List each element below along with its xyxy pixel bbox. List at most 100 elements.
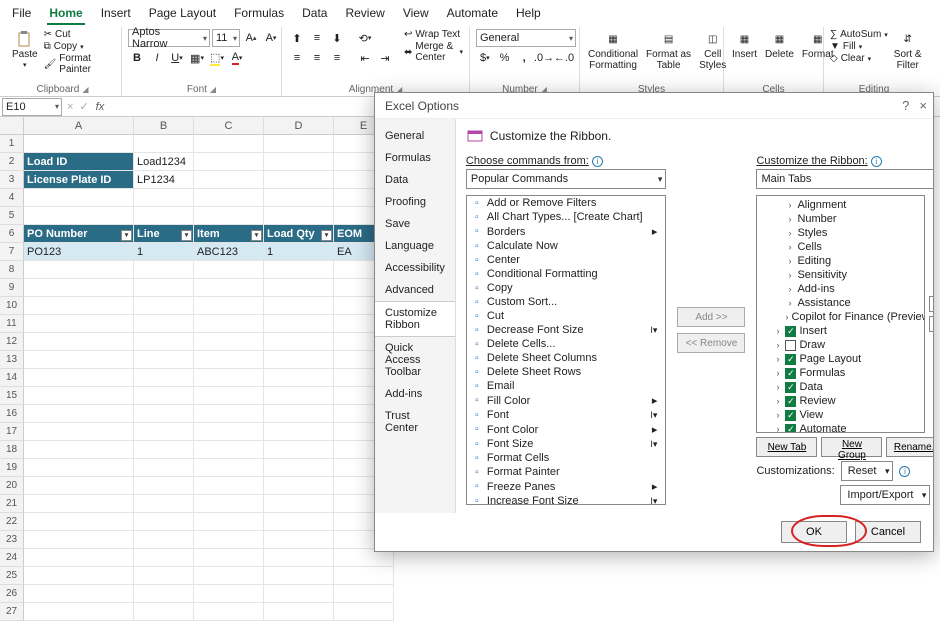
checkbox[interactable]: ✓ <box>785 326 796 337</box>
move-down-button[interactable]: ▼ <box>929 316 933 332</box>
cell[interactable] <box>24 333 134 351</box>
cell[interactable] <box>134 189 194 207</box>
column-header[interactable]: D <box>264 117 334 135</box>
row-header[interactable]: 6 <box>0 225 24 243</box>
row-header[interactable]: 17 <box>0 423 24 441</box>
tab-page-layout[interactable]: Page Layout <box>147 4 218 25</box>
tree-item[interactable]: ›Cells <box>757 240 924 254</box>
cell[interactable] <box>264 495 334 513</box>
new-tab-button[interactable]: New Tab <box>756 437 817 457</box>
percent-icon[interactable]: % <box>496 49 514 67</box>
command-item[interactable]: ▫FontI▾ <box>467 408 666 422</box>
tree-item[interactable]: ›Styles <box>757 226 924 240</box>
cell[interactable] <box>134 405 194 423</box>
command-item[interactable]: ▫Decrease Font SizeI▾ <box>467 323 666 337</box>
command-item[interactable]: ▫Delete Sheet Columns <box>467 351 666 365</box>
cell[interactable] <box>194 585 264 603</box>
cell[interactable]: Line Number▾ <box>134 225 194 243</box>
merge-center-button[interactable]: ⬌Merge & Center▾ <box>404 41 463 63</box>
cell[interactable] <box>134 495 194 513</box>
tree-item[interactable]: ›Alignment <box>757 198 924 212</box>
command-item[interactable]: ▫Calculate Now <box>467 239 666 253</box>
ok-button[interactable]: OK <box>781 521 847 543</box>
comma-icon[interactable]: , <box>515 49 533 67</box>
row-header[interactable]: 10 <box>0 297 24 315</box>
row-header[interactable]: 16 <box>0 405 24 423</box>
cell[interactable]: Item Number▾ <box>194 225 264 243</box>
tab-file[interactable]: File <box>10 4 33 25</box>
row-header[interactable]: 12 <box>0 333 24 351</box>
cell[interactable] <box>134 549 194 567</box>
row-header[interactable]: 26 <box>0 585 24 603</box>
cell[interactable]: Load ID <box>24 153 134 171</box>
nav-formulas[interactable]: Formulas <box>375 147 455 169</box>
insert-button[interactable]: ▦Insert <box>730 29 759 61</box>
checkbox[interactable] <box>785 340 796 351</box>
nav-general[interactable]: General <box>375 125 455 147</box>
cell[interactable] <box>134 567 194 585</box>
cell[interactable] <box>264 405 334 423</box>
cell[interactable] <box>194 189 264 207</box>
orientation-icon[interactable]: ⟲▾ <box>356 29 374 47</box>
row-header[interactable]: 25 <box>0 567 24 585</box>
cell[interactable] <box>194 513 264 531</box>
tab-home[interactable]: Home <box>47 4 84 25</box>
command-item[interactable]: ▫Borders▸ <box>467 224 666 239</box>
format-as-table-button[interactable]: ▤Format as Table <box>644 29 693 72</box>
cell[interactable] <box>194 549 264 567</box>
cancel-icon[interactable]: × <box>64 101 76 113</box>
cell[interactable] <box>24 585 134 603</box>
italic-button[interactable]: I <box>148 49 166 67</box>
indent-inc-icon[interactable]: ⇥ <box>376 49 394 67</box>
cell[interactable] <box>24 513 134 531</box>
cell[interactable] <box>134 333 194 351</box>
copy-button[interactable]: ⧉Copy▾ <box>44 41 115 52</box>
number-format-select[interactable]: General <box>476 29 576 47</box>
align-center-icon[interactable]: ≡ <box>308 49 326 67</box>
move-up-button[interactable]: ▲ <box>929 296 933 312</box>
nav-save[interactable]: Save <box>375 213 455 235</box>
nav-advanced[interactable]: Advanced <box>375 279 455 301</box>
dec-decimal-icon[interactable]: ←.0 <box>555 49 573 67</box>
cell[interactable] <box>264 477 334 495</box>
fill-button[interactable]: ▼Fill▾ <box>830 41 888 52</box>
tree-item[interactable]: ›Editing <box>757 254 924 268</box>
fx-icon[interactable]: fx <box>92 101 109 113</box>
cell[interactable] <box>134 585 194 603</box>
cell[interactable] <box>264 153 334 171</box>
filter-icon[interactable]: ▾ <box>181 230 192 241</box>
cell[interactable] <box>194 603 264 621</box>
cell[interactable] <box>194 315 264 333</box>
tree-item[interactable]: ›Add-ins <box>757 282 924 296</box>
cell[interactable] <box>24 405 134 423</box>
cell[interactable] <box>24 549 134 567</box>
new-group-button[interactable]: New Group <box>821 437 882 457</box>
cell[interactable] <box>194 171 264 189</box>
checkbox[interactable]: ✓ <box>785 368 796 379</box>
command-item[interactable]: ▫Fill Color▸ <box>467 393 666 408</box>
cell[interactable] <box>24 441 134 459</box>
tab-review[interactable]: Review <box>343 4 386 25</box>
cell[interactable] <box>264 531 334 549</box>
nav-language[interactable]: Language <box>375 235 455 257</box>
row-header[interactable]: 22 <box>0 513 24 531</box>
cell[interactable] <box>134 297 194 315</box>
nav-trust-center[interactable]: Trust Center <box>375 405 455 439</box>
name-box[interactable]: E10 <box>2 98 62 116</box>
command-item[interactable]: ▫Add or Remove Filters <box>467 196 666 210</box>
cell[interactable] <box>264 585 334 603</box>
checkbox[interactable]: ✓ <box>785 410 796 421</box>
cell[interactable] <box>194 531 264 549</box>
cell[interactable] <box>264 351 334 369</box>
tree-item[interactable]: ›Sensitivity <box>757 268 924 282</box>
row-header[interactable]: 18 <box>0 441 24 459</box>
indent-dec-icon[interactable]: ⇤ <box>356 49 374 67</box>
checkbox[interactable]: ✓ <box>785 354 796 365</box>
cell[interactable] <box>194 459 264 477</box>
cell[interactable] <box>264 333 334 351</box>
cell[interactable] <box>24 387 134 405</box>
cell[interactable] <box>134 279 194 297</box>
tree-item[interactable]: ›✓Page Layout <box>757 352 924 366</box>
cell[interactable]: License Plate ID <box>24 171 134 189</box>
cell[interactable] <box>264 441 334 459</box>
